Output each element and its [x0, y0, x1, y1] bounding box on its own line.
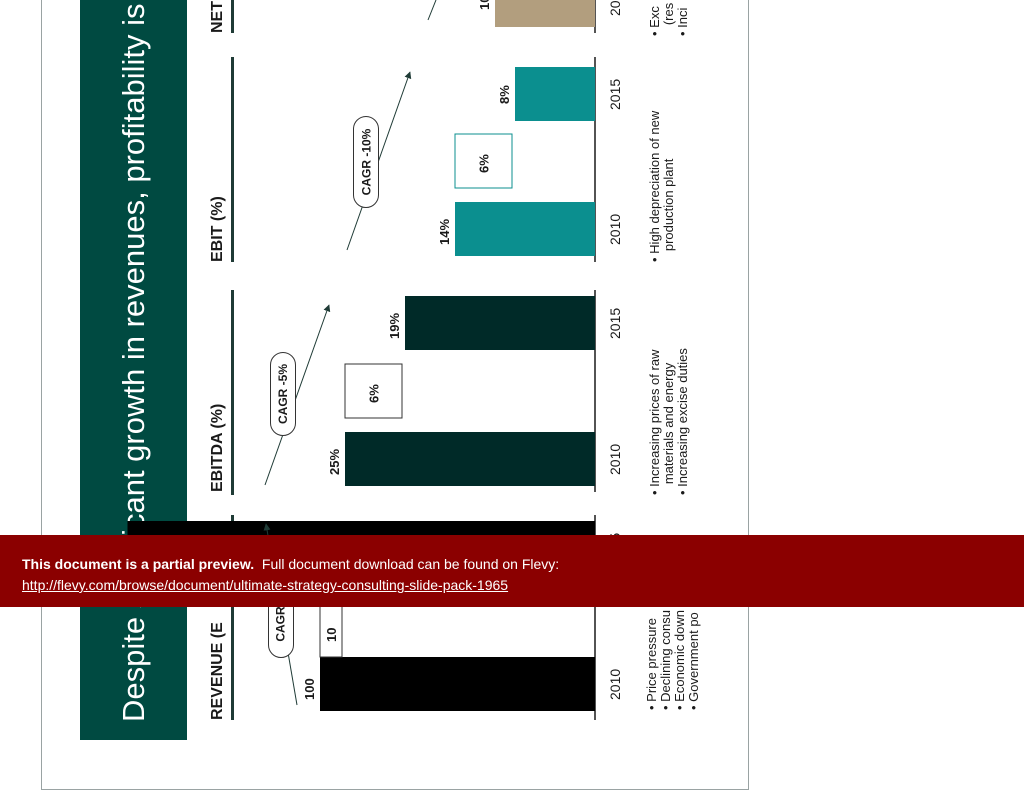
ebitda-notes: • Increasing prices of raw materials and… [647, 348, 690, 495]
net-rule [231, 0, 234, 33]
bar-label-ebit-1: 6% [477, 154, 492, 173]
ebitda-note-1: • Increasing prices of raw [647, 349, 662, 495]
revenue-cagr-label: CAGR [274, 606, 288, 642]
revenue-note-1: • Price pressure [644, 618, 659, 710]
revenue-note-2: • Declining consu [658, 610, 673, 710]
bar-ebit-2 [515, 67, 595, 121]
ebitda-note-2: materials and energy [661, 362, 676, 485]
flevy-download-link[interactable]: http://flevy.com/browse/document/ultimat… [22, 577, 509, 593]
ebitda-cagr-pill: CAGR -5% [270, 352, 296, 436]
preview-banner-line: This document is a partial preview. Full… [22, 554, 1024, 575]
tick-label-ebitda-2: 2015 [607, 308, 623, 339]
ebit-rule [231, 57, 234, 262]
ebitda-cagr-label: CAGR -5% [276, 363, 291, 425]
revenue-note-3: • Economic down [672, 610, 687, 710]
preview-banner-text: Full document download can be found on F… [261, 556, 560, 572]
preview-banner: This document is a partial preview. Full… [0, 535, 1024, 607]
net-cagr-arrow [427, 0, 437, 21]
bar-ebitda-1 [344, 363, 403, 419]
bar-label-ebitda-0: 25% [327, 449, 342, 475]
bar-label-ebitda-2: 19% [387, 313, 402, 339]
bar-label-ebit-0: 14% [437, 219, 452, 245]
net-note-1: • Exc [647, 6, 662, 36]
bar-label-ebit-2: 8% [497, 85, 512, 104]
net-note-2: (res [661, 2, 676, 26]
title-bar: Despite significant growth in revenues, … [80, 0, 187, 740]
revenue-notes: • Price pressure • Declining consu • Eco… [644, 610, 701, 710]
bar-label-revenue-1: 10 [324, 628, 339, 642]
tick-label-ebit-0: 2010 [607, 214, 623, 245]
bar-revenue-0 [320, 657, 595, 711]
revenue-rule [231, 515, 234, 720]
ebitda-cagr-arrow [264, 304, 331, 486]
bar-ebitda-0 [345, 432, 595, 486]
ebit-cagr-pill: CAGR -10% [353, 116, 379, 208]
ebit-note-1: • High depreciation of new [647, 110, 662, 262]
ebit-notes: • High depreciation of new production pl… [647, 110, 676, 262]
tick-label-revenue-0: 2010 [607, 669, 623, 700]
bar-ebitda-2 [405, 296, 595, 350]
bar-ebit-0 [455, 202, 595, 256]
ebit-note-2: production plant [661, 158, 676, 252]
revenue-note-4: • Government po [686, 612, 701, 710]
tick-label-ebit-2: 2015 [607, 79, 623, 110]
preview-banner-bold: This document is a partial preview. [22, 556, 255, 572]
ebitda-rule [231, 290, 234, 495]
bar-label-net-0: 10 [477, 0, 492, 10]
ebitda-note-3: • Increasing excise duties [675, 348, 690, 495]
bar-label-ebitda-1: 6% [367, 384, 382, 403]
bar-net-0 [495, 0, 595, 27]
net-notes: • Exc (res • Inci [647, 2, 690, 36]
tick-label-ebitda-0: 2010 [607, 444, 623, 475]
ebit-cagr-label: CAGR -10% [359, 128, 373, 196]
net-note-3: • Inci [675, 7, 690, 36]
bar-ebit-1 [454, 133, 513, 189]
bar-label-revenue-0: 100 [302, 678, 317, 700]
tick-label-net-0: 20 [607, 0, 623, 16]
